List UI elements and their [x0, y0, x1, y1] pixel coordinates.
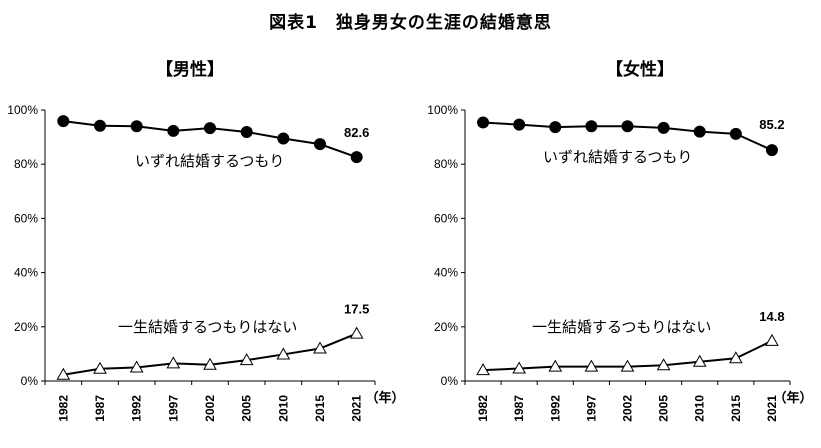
- figure-title: 図表1 独身男女の生涯の結婚意思: [269, 13, 552, 33]
- y-tick-label: 20%: [14, 320, 38, 334]
- data-point-circle: [350, 151, 363, 164]
- data-point-triangle: [313, 341, 327, 354]
- data-label: 82.6: [344, 125, 369, 140]
- x-tick-label: 1997: [166, 395, 180, 422]
- data-point-circle: [57, 115, 70, 128]
- panel-title: 【女性】: [606, 59, 674, 80]
- data-point-triangle: [56, 367, 71, 380]
- data-point-triangle: [620, 359, 635, 372]
- x-tick-label: 2021: [350, 395, 364, 422]
- y-tick-label: 20%: [434, 320, 458, 334]
- data-point-triangle: [692, 354, 707, 367]
- y-tick-label: 0%: [21, 374, 39, 388]
- data-point-triangle: [728, 351, 743, 364]
- data-point-circle: [94, 119, 106, 132]
- data-point-circle: [314, 138, 326, 151]
- x-tick-label: 2002: [621, 395, 635, 422]
- data-point-triangle: [512, 361, 527, 374]
- panel-title: 【男性】: [156, 59, 224, 80]
- y-tick-label: 100%: [427, 103, 458, 117]
- data-point-triangle: [203, 357, 217, 370]
- x-tick-label: 2002: [203, 395, 217, 422]
- data-point-triangle: [476, 363, 490, 376]
- data-point-circle: [513, 118, 526, 131]
- data-label: 85.2: [759, 117, 784, 132]
- data-point-triangle: [584, 359, 599, 372]
- x-tick-label: 2021: [765, 395, 779, 422]
- data-label: 14.8: [759, 309, 784, 324]
- data-point-circle: [277, 132, 290, 145]
- data-point-triangle: [656, 358, 671, 371]
- data-point-circle: [729, 127, 742, 140]
- series-label: 一生結婚するつもりはない: [532, 318, 711, 336]
- data-point-circle: [765, 144, 778, 157]
- y-tick-label: 40%: [14, 266, 38, 280]
- data-point-triangle: [349, 326, 364, 339]
- x-tick-label: 2010: [693, 395, 707, 422]
- data-point-triangle: [765, 333, 779, 346]
- data-label: 17.5: [344, 302, 369, 317]
- x-tick-label: 2010: [276, 395, 290, 422]
- chart-panel-male: 【男性】 0% 20% 40% 60% 80% 100% 1982 1987 1992 1997 20…: [7, 59, 404, 422]
- data-point-circle: [621, 120, 634, 133]
- data-point-triangle: [548, 359, 563, 372]
- data-point-circle: [167, 124, 180, 137]
- x-tick-label: 1982: [476, 395, 490, 422]
- data-point-circle: [693, 125, 706, 138]
- y-tick-label: 40%: [434, 266, 458, 280]
- data-point-circle: [204, 122, 216, 135]
- data-point-circle: [240, 125, 253, 138]
- series-label: いずれ結婚するつもり: [543, 148, 692, 166]
- data-point-circle: [477, 116, 490, 129]
- x-tick-label: 2005: [657, 395, 671, 422]
- data-point-triangle: [129, 360, 144, 373]
- data-point-circle: [549, 121, 562, 134]
- x-tick-label: 2015: [313, 395, 327, 422]
- y-tick-label: 60%: [14, 211, 38, 225]
- y-tick-label: 0%: [441, 374, 459, 388]
- data-point-circle: [657, 121, 670, 134]
- y-tick-label: 80%: [434, 157, 458, 171]
- x-tick-label: 1997: [584, 395, 598, 422]
- x-tick-label: 1982: [56, 395, 70, 422]
- chart-panel-female: 【女性】 0% 20% 40% 60% 80% 100% 1982 1987 1992 1997 20…: [427, 59, 812, 422]
- x-tick-label: 1992: [548, 395, 562, 422]
- y-tick-label: 80%: [14, 157, 38, 171]
- data-point-triangle: [166, 356, 181, 369]
- data-point-triangle: [239, 353, 254, 366]
- series-label: いずれ結婚するつもり: [135, 152, 284, 170]
- x-tick-label: 2005: [240, 395, 254, 422]
- data-point-circle: [585, 120, 598, 133]
- x-tick-label: 1987: [512, 395, 526, 422]
- x-tick-label: 1987: [93, 395, 107, 422]
- y-tick-label: 100%: [7, 103, 38, 117]
- data-point-triangle: [93, 361, 107, 374]
- x-tick-label: 1992: [130, 395, 144, 422]
- data-point-circle: [130, 120, 143, 133]
- series-label: 一生結婚するつもりはない: [118, 318, 297, 336]
- data-point-triangle: [276, 347, 291, 360]
- x-unit-label: （年）: [773, 390, 812, 406]
- y-tick-label: 60%: [434, 211, 458, 225]
- x-unit-label: （年）: [365, 390, 404, 406]
- x-tick-label: 2015: [729, 395, 743, 422]
